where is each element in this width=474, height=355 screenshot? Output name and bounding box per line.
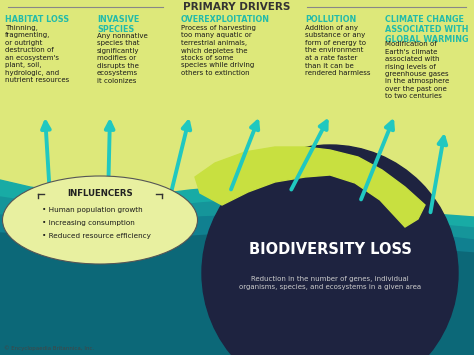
Polygon shape — [0, 197, 474, 355]
Text: OVEREXPLOITATION: OVEREXPLOITATION — [181, 15, 270, 24]
Text: Modification of
Earth's climate
associated with
rising levels of
greenhouse gase: Modification of Earth's climate associat… — [385, 41, 449, 99]
Text: Any nonnative
species that
significantly
modifies or
disrupts the
ecosystems
it : Any nonnative species that significantly… — [97, 33, 148, 84]
Polygon shape — [0, 233, 474, 355]
Text: • Reduced resource efficiency: • Reduced resource efficiency — [42, 233, 151, 239]
Text: • Human population growth: • Human population growth — [42, 207, 143, 213]
Polygon shape — [0, 180, 474, 355]
Text: PRIMARY DRIVERS: PRIMARY DRIVERS — [183, 2, 291, 12]
Text: BIODIVERSITY LOSS: BIODIVERSITY LOSS — [248, 242, 411, 257]
Text: HABITAT LOSS: HABITAT LOSS — [5, 15, 69, 24]
Polygon shape — [195, 147, 425, 227]
Polygon shape — [0, 215, 474, 355]
Text: Process of harvesting
too many aquatic or
terrestrial animals,
which depletes th: Process of harvesting too many aquatic o… — [181, 25, 256, 76]
Text: © Encyclopaedia Britannica, Inc.: © Encyclopaedia Britannica, Inc. — [4, 345, 94, 351]
Text: Addition of any
substance or any
form of energy to
the environment
at a rate fas: Addition of any substance or any form of… — [305, 25, 371, 76]
Text: Reduction in the number of genes, individual
organisms, species, and ecosystems : Reduction in the number of genes, indivi… — [239, 276, 421, 290]
Text: INFLUENCERS: INFLUENCERS — [67, 190, 133, 198]
Text: INVASIVE
SPECIES: INVASIVE SPECIES — [97, 15, 139, 34]
Text: CLIMATE CHANGE
ASSOCIATED WITH
GLOBAL WARMING: CLIMATE CHANGE ASSOCIATED WITH GLOBAL WA… — [385, 15, 468, 44]
Circle shape — [202, 145, 458, 355]
Text: • Increasing consumption: • Increasing consumption — [42, 220, 135, 226]
Text: Thinning,
fragmenting,
or outright
destruction of
an ecosystem's
plant, soil,
hy: Thinning, fragmenting, or outright destr… — [5, 25, 69, 83]
Ellipse shape — [2, 176, 198, 264]
Text: POLLUTION: POLLUTION — [305, 15, 356, 24]
